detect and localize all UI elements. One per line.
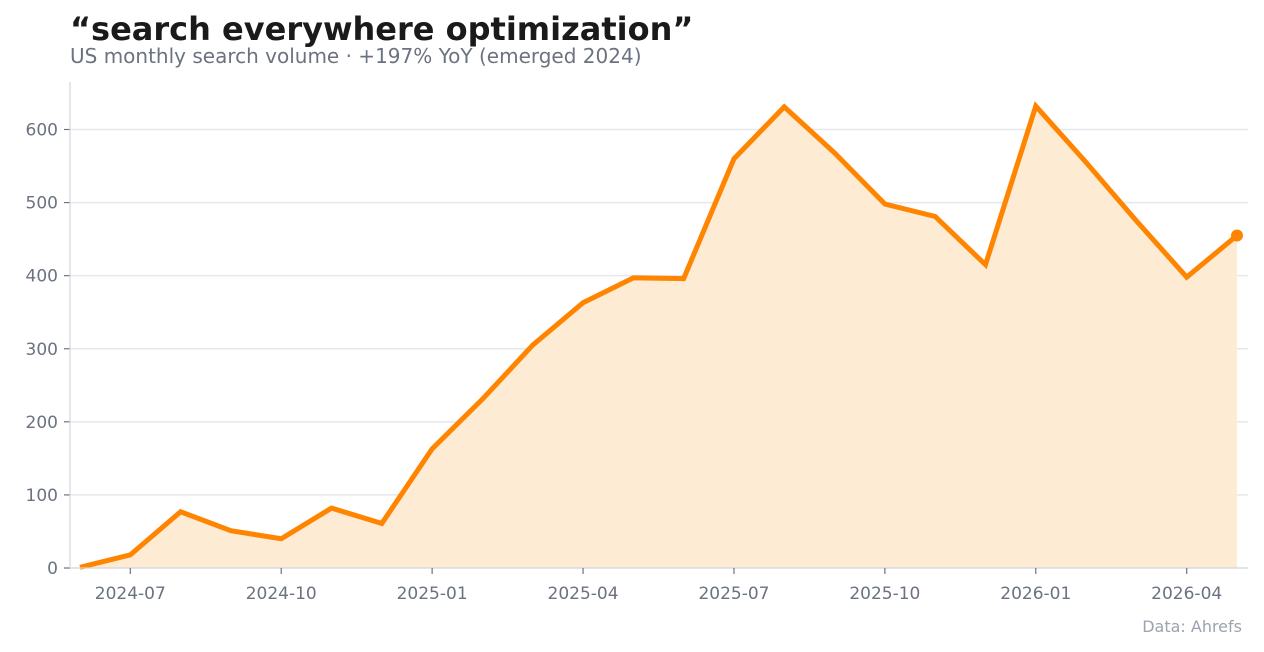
chart-subtitle: US monthly search volume · +197% YoY (em… [70,44,642,68]
x-tick-label: 2026-01 [1000,584,1071,604]
x-tick-label: 2025-04 [548,584,619,604]
y-tick-label: 0 [47,559,58,579]
data-point [279,536,284,541]
source-note: Data: Ahrefs [1142,617,1242,636]
data-point [983,262,988,267]
area-fill [80,106,1237,569]
data-point [933,214,938,219]
y-tick-label: 200 [26,413,58,433]
data-point [1184,275,1189,280]
y-tick-label: 400 [26,267,58,287]
data-point [631,275,636,280]
x-tick-label: 2024-10 [246,584,317,604]
y-tick-label: 100 [26,486,58,506]
data-point [782,104,787,109]
data-point [128,552,133,557]
axes [64,82,1248,574]
y-tick-label: 300 [26,340,58,360]
x-tick-label: 2025-10 [849,584,920,604]
data-point [530,343,535,348]
data-point [882,202,887,207]
y-tick-label: 500 [26,194,58,214]
data-point [681,276,686,281]
chart-title: “search everywhere optimization” [70,10,694,48]
data-point [430,446,435,451]
x-tick-label: 2024-07 [95,584,166,604]
data-point [731,156,736,161]
data-point [228,528,233,533]
data-point [1134,218,1139,223]
latest-point-marker [1231,229,1243,242]
x-tick-label: 2026-04 [1151,584,1222,604]
data-point [78,565,83,570]
data-point [581,300,586,305]
y-tick-label: 600 [26,121,58,141]
data-point [1084,160,1089,165]
x-tick-label: 2025-07 [698,584,769,604]
tick-labels: 0 100 200 300 400 500 600 2024-07 2024-10 2025-01… [26,121,1223,604]
data-point [1033,104,1038,109]
data-point [832,150,837,155]
data-point [379,521,384,526]
data-points [78,104,1243,570]
series-line [79,101,1239,570]
data-point [480,397,485,402]
data-point [329,506,334,511]
data-point [178,509,183,514]
x-tick-label: 2025-01 [397,584,468,604]
